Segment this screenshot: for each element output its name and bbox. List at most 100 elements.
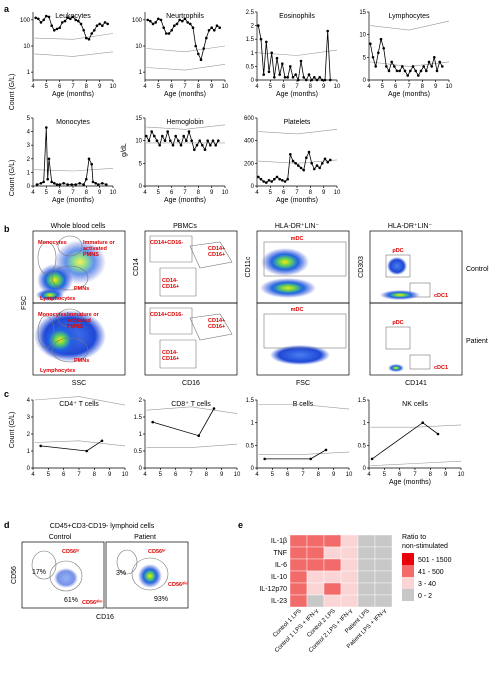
data-point	[425, 69, 428, 73]
heatmap-cell	[357, 594, 376, 608]
x-tick-label: 6	[398, 472, 402, 478]
x-tick-label: 10	[222, 190, 229, 196]
reference-range	[34, 33, 114, 40]
data-point	[441, 65, 444, 68]
flow-ylabel-2: CD14	[133, 258, 140, 276]
flow-ylabel-4: CD303	[358, 256, 365, 278]
chart-title: Monocytes	[56, 119, 90, 126]
reference-range	[146, 64, 226, 71]
heatmap-row-label: TNF	[273, 550, 287, 557]
heatmap-cell	[323, 546, 342, 560]
x-tick-label: 5	[45, 190, 49, 196]
x-tick-label: 4	[255, 190, 259, 196]
data-point	[409, 69, 412, 73]
y-tick-label: 1.5	[358, 398, 367, 404]
wb-p-immature-label: Immature or activated PMNS	[67, 312, 100, 330]
flow-ylabel-1: FSC	[21, 296, 28, 310]
data-point	[186, 21, 189, 24]
chart-title: CD8⁺ T cells	[171, 401, 211, 408]
flow-cytometry-panel: Whole blood cells PBMCs HLA-DR⁺LIN⁻ HLA-…	[21, 223, 489, 387]
data-point	[97, 183, 100, 186]
data-point	[273, 177, 276, 181]
heatmap-cell	[340, 594, 359, 608]
data-point	[267, 70, 271, 74]
data-series	[145, 130, 219, 151]
x-tick-label: 10	[222, 84, 229, 90]
data-point	[177, 139, 180, 142]
data-point	[187, 130, 191, 133]
x-tick-label: 4	[31, 190, 35, 196]
heatmap-cell	[340, 558, 359, 572]
data-point	[310, 162, 314, 165]
x-tick-label: 4	[367, 84, 371, 90]
x-tick-label: 10	[110, 84, 117, 90]
legend-label: 0 - 2	[418, 593, 432, 600]
data-point	[39, 444, 42, 448]
x-tick-label: 4	[367, 472, 371, 478]
flow-ylabel-3: CD11c	[245, 256, 252, 277]
y-tick-label: 0	[251, 466, 255, 472]
data-point	[323, 157, 327, 161]
x-tick-label: 9	[434, 84, 438, 90]
x-tick-label: 8	[93, 472, 97, 478]
heatmap-cell	[289, 582, 308, 596]
x-tick-label: 7	[71, 190, 75, 196]
y-tick-label: 2.5	[246, 10, 255, 16]
x-tick-label: 6	[394, 84, 398, 90]
data-point	[50, 180, 53, 184]
data-point	[93, 29, 96, 32]
data-point	[74, 183, 77, 186]
data-point	[294, 162, 298, 165]
data-point	[291, 159, 295, 163]
panel-a-hgb-ylabel: g/dL	[121, 143, 128, 157]
x-tick-label: 7	[77, 472, 81, 478]
heatmap-cell	[323, 594, 342, 608]
panel-label-e: e	[238, 520, 243, 530]
data-point	[401, 65, 404, 68]
y-tick-label: 10	[135, 44, 142, 50]
data-point	[166, 130, 169, 133]
panel-c-xlabel: Age (months)	[389, 479, 431, 486]
data-point	[58, 26, 61, 30]
data-point	[170, 29, 173, 32]
heatmap-cell	[323, 582, 342, 596]
data-point	[315, 164, 319, 167]
heatmap-cell	[340, 582, 359, 596]
chart-4: Lymphocytes 15 10 5 04 5 6 7 8 9 10 Age (months)	[359, 10, 453, 98]
heatmap-cell	[323, 534, 342, 548]
data-point	[205, 36, 208, 40]
data-point	[406, 74, 410, 77]
x-tick-label: 5	[381, 84, 385, 90]
data-point	[315, 78, 319, 82]
cdc1-p-label: cDC1	[434, 365, 448, 371]
data-point	[217, 139, 220, 142]
data-point	[329, 158, 332, 162]
heatmap-cell	[374, 558, 393, 572]
data-point	[310, 78, 314, 82]
data-point	[78, 182, 81, 185]
panel-label-a: a	[4, 4, 10, 14]
data-point	[189, 22, 192, 26]
reference-range	[258, 129, 338, 135]
heatmap-row-label: IL-12p70	[259, 586, 287, 593]
data-point	[289, 153, 292, 156]
y-tick-label: 600	[244, 116, 255, 122]
data-point	[385, 65, 388, 68]
data-point	[305, 156, 308, 159]
legend-title-1: Ratio to	[402, 534, 426, 541]
y-tick-label: 4	[27, 398, 31, 404]
data-point	[218, 26, 221, 30]
data-series	[36, 127, 107, 186]
data-point	[398, 69, 402, 73]
data-point	[66, 183, 69, 186]
y-tick-label: 1	[27, 449, 31, 455]
flow-title-2: PBMCs	[173, 223, 197, 230]
data-point	[324, 448, 328, 452]
data-point	[421, 421, 425, 425]
data-point	[215, 24, 219, 28]
y-tick-label: 2	[27, 432, 31, 438]
data-point	[197, 52, 200, 56]
x-tick-label: 7	[295, 190, 299, 196]
data-point	[50, 24, 53, 28]
